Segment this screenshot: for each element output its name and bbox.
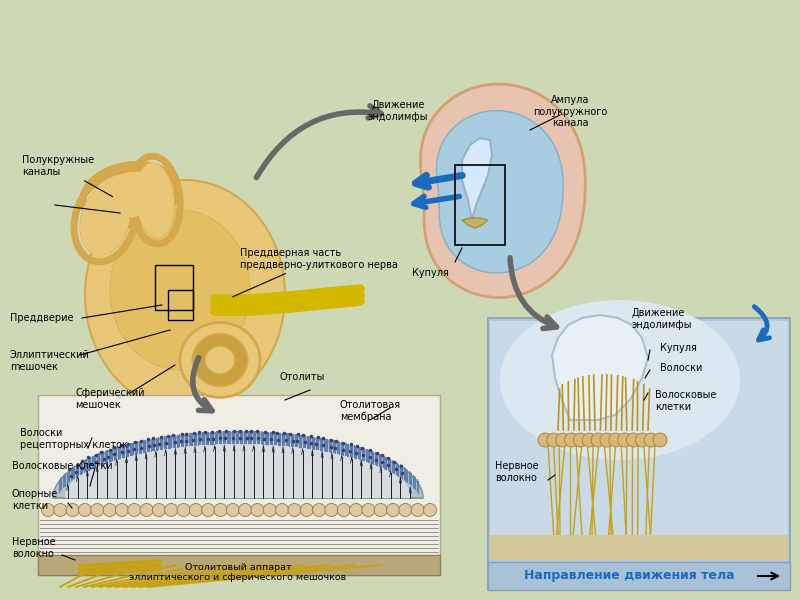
Bar — [455, 165, 505, 245]
Text: Ампула
полукружного
канала: Ампула полукружного канала — [533, 95, 607, 128]
Bar — [488, 318, 790, 590]
Text: Волосковые
клетки: Волосковые клетки — [655, 390, 716, 412]
Bar — [488, 562, 790, 590]
Text: Нервное
волокно: Нервное волокно — [495, 461, 538, 483]
Circle shape — [276, 503, 289, 517]
Circle shape — [140, 503, 153, 517]
Circle shape — [103, 503, 116, 517]
Ellipse shape — [85, 180, 285, 410]
Circle shape — [653, 433, 667, 447]
Circle shape — [128, 503, 141, 517]
Text: Отолитовый аппарат
эллиптического и сферического мешочков: Отолитовый аппарат эллиптического и сфер… — [130, 563, 346, 582]
Circle shape — [374, 503, 387, 517]
Bar — [155, 265, 193, 310]
Circle shape — [635, 433, 650, 447]
Text: Сферический
мешочек: Сферический мешочек — [75, 388, 145, 410]
Circle shape — [609, 433, 622, 447]
Circle shape — [362, 503, 375, 517]
Circle shape — [565, 433, 578, 447]
Polygon shape — [53, 433, 423, 498]
Circle shape — [582, 433, 596, 447]
Circle shape — [66, 503, 79, 517]
Circle shape — [153, 503, 166, 517]
Ellipse shape — [136, 163, 174, 238]
Circle shape — [54, 503, 67, 517]
Ellipse shape — [180, 323, 260, 397]
Text: Преддверие: Преддверие — [10, 313, 74, 323]
Text: Волоски
рецепторных клеток: Волоски рецепторных клеток — [20, 428, 128, 449]
Text: Полукружные
каналы: Полукружные каналы — [22, 155, 113, 197]
Bar — [38, 395, 440, 575]
Circle shape — [115, 503, 129, 517]
Circle shape — [618, 433, 632, 447]
Circle shape — [644, 433, 658, 447]
Circle shape — [263, 503, 276, 517]
Text: Волосковые клетки: Волосковые клетки — [12, 461, 113, 471]
Circle shape — [386, 503, 399, 517]
Circle shape — [202, 503, 214, 517]
Circle shape — [411, 503, 424, 517]
Bar — [38, 555, 440, 575]
Polygon shape — [462, 138, 492, 220]
Circle shape — [190, 503, 202, 517]
Circle shape — [251, 503, 264, 517]
Circle shape — [78, 503, 91, 517]
Circle shape — [423, 503, 437, 517]
Ellipse shape — [500, 300, 740, 460]
Circle shape — [591, 433, 605, 447]
Circle shape — [238, 503, 252, 517]
Circle shape — [90, 503, 104, 517]
Text: Эллиптический
mешочек: Эллиптический mешочек — [10, 350, 90, 371]
Circle shape — [574, 433, 587, 447]
Text: Нервное
волокно: Нервное волокно — [12, 537, 56, 559]
Text: Купуля: Купуля — [411, 268, 449, 278]
Bar — [490, 321, 788, 558]
Text: Движение
эндолимфы: Движение эндолимфы — [632, 308, 693, 329]
Ellipse shape — [110, 210, 250, 370]
Circle shape — [338, 503, 350, 517]
Circle shape — [288, 503, 301, 517]
Circle shape — [626, 433, 641, 447]
Circle shape — [399, 503, 412, 517]
Text: Опорные
клетки: Опорные клетки — [12, 489, 58, 511]
Text: Купуля: Купуля — [660, 343, 697, 353]
Text: Направление движения тела: Направление движения тела — [524, 569, 734, 583]
Text: Движение
эндолимфы: Движение эндолимфы — [368, 100, 428, 122]
Text: Волоски: Волоски — [660, 363, 702, 373]
Circle shape — [226, 503, 239, 517]
Circle shape — [42, 503, 54, 517]
Ellipse shape — [90, 172, 170, 218]
Circle shape — [165, 503, 178, 517]
Polygon shape — [421, 84, 586, 298]
Polygon shape — [552, 315, 648, 420]
Text: Отолитовая
мембрана: Отолитовая мембрана — [340, 400, 401, 422]
Circle shape — [600, 433, 614, 447]
Ellipse shape — [205, 346, 235, 374]
Polygon shape — [65, 441, 411, 498]
Circle shape — [214, 503, 227, 517]
Circle shape — [350, 503, 362, 517]
Polygon shape — [462, 218, 488, 228]
Circle shape — [177, 503, 190, 517]
Circle shape — [547, 433, 561, 447]
Bar — [490, 535, 788, 560]
Polygon shape — [437, 110, 563, 273]
Ellipse shape — [193, 334, 247, 386]
Ellipse shape — [80, 185, 130, 256]
Circle shape — [538, 433, 552, 447]
Circle shape — [556, 433, 570, 447]
Circle shape — [300, 503, 314, 517]
Circle shape — [325, 503, 338, 517]
Text: Преддверная часть
преддверно-улиткового нерва: Преддверная часть преддверно-улиткового … — [233, 248, 398, 297]
Circle shape — [313, 503, 326, 517]
Bar — [168, 290, 193, 320]
Text: Отолиты: Отолиты — [280, 372, 326, 382]
